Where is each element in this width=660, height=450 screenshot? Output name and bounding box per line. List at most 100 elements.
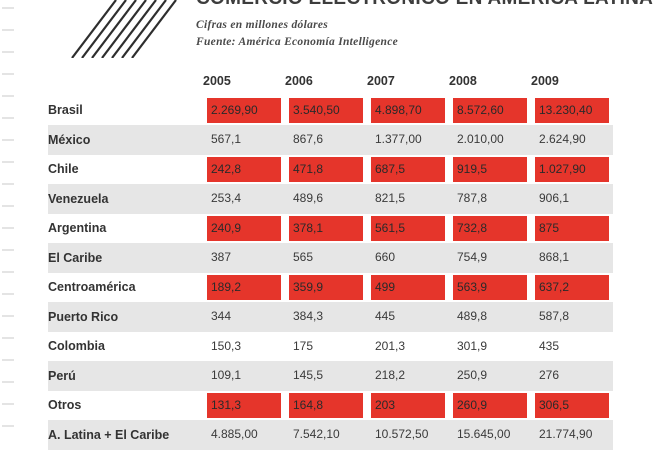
table-body: Brasil 2.269,90 3.540,50 4.898,70 8.572,60 13… (48, 96, 613, 450)
value-cell-container: 203 (367, 391, 449, 421)
value-cell: 250,9 (457, 368, 488, 383)
source-note: Fuente: América Economía Intelligence (196, 36, 399, 48)
value-cell: 3.540,50 (289, 97, 363, 123)
value-cell: 2.269,90 (207, 97, 281, 123)
value-cell-container: 175 (285, 332, 367, 362)
value-cell-container: 563,9 (449, 273, 531, 303)
value-cell: 499 (371, 274, 445, 300)
value-cell-container: 145,5 (285, 361, 367, 391)
value-cell-container: 242,8 (203, 155, 285, 185)
value-cell-container: 687,5 (367, 155, 449, 185)
value-cell: 754,9 (457, 250, 488, 265)
value-cell: 7.542,10 (293, 427, 340, 442)
value-cell-container: 637,2 (531, 273, 613, 303)
value-cell: 637,2 (535, 274, 609, 300)
value-cell-container: 7.542,10 (285, 420, 367, 450)
row-label: Argentina (48, 221, 107, 236)
value-cell-container: 150,3 (203, 332, 285, 362)
table-row: Chile 242,8 471,8 687,5 919,5 1.027,90 (48, 155, 613, 185)
value-cell: 13.230,40 (535, 97, 609, 123)
row-label: El Caribe (48, 243, 203, 273)
value-cell-container: 189,2 (203, 273, 285, 303)
row-label: Puerto Rico (48, 302, 203, 332)
value-cell-container: 868,1 (531, 243, 613, 273)
value-cell: 868,1 (539, 250, 570, 265)
row-label: Brasil (48, 103, 83, 118)
value-cell: 109,1 (211, 368, 242, 383)
value-cell: 378,1 (289, 215, 363, 241)
value-cell: 867,6 (293, 132, 324, 147)
column-header: 2009 (531, 73, 559, 88)
value-cell: 2.010,00 (457, 132, 504, 147)
ecommerce-table: 2005 2006 2007 2008 2009 Brasil 2.269,90 3… (48, 66, 613, 450)
value-cell-container: 499 (367, 273, 449, 303)
value-cell: 306,5 (535, 392, 609, 418)
value-cell: 489,8 (457, 309, 488, 324)
column-header: 2008 (449, 73, 477, 88)
value-cell-container: 561,5 (367, 214, 449, 244)
value-cell: 563,9 (453, 274, 527, 300)
value-cell-container: 445 (367, 302, 449, 332)
value-cell-container: 359,9 (285, 273, 367, 303)
value-cell-container: 201,3 (367, 332, 449, 362)
row-label: Centroamérica (48, 280, 136, 295)
table-row: Argentina 240,9 378,1 561,5 732,8 875 (48, 214, 613, 244)
value-cell: 821,5 (375, 191, 406, 206)
value-cell-container: 384,3 (285, 302, 367, 332)
value-cell-container: 164,8 (285, 391, 367, 421)
table-row: Brasil 2.269,90 3.540,50 4.898,70 8.572,60 13… (48, 96, 613, 126)
table-row: Colombia 150,3 175 201,3 301,9 435 (48, 332, 613, 362)
value-cell-container: 253,4 (203, 184, 285, 214)
value-cell: 344 (211, 309, 232, 324)
value-cell-container: 919,5 (449, 155, 531, 185)
table-row: México 567,1 867,6 1.377,00 2.010,00 2.624,90 (48, 125, 613, 155)
value-cell: 150,3 (211, 338, 242, 353)
value-cell: 201,3 (375, 338, 406, 353)
value-cell-container: 435 (531, 332, 613, 362)
value-cell-container: 387 (203, 243, 285, 273)
row-label: Colombia (48, 339, 105, 354)
value-cell: 687,5 (371, 156, 445, 182)
value-cell-container: 344 (203, 302, 285, 332)
value-cell: 1.377,00 (375, 132, 422, 147)
row-label: Perú (48, 361, 203, 391)
value-cell: 359,9 (289, 274, 363, 300)
value-cell-container: 489,6 (285, 184, 367, 214)
value-cell: 919,5 (453, 156, 527, 182)
value-cell: 145,5 (293, 368, 324, 383)
table-row: Otros 131,3 164,8 203 260,9 306,5 (48, 391, 613, 421)
value-cell-container: 489,8 (449, 302, 531, 332)
value-cell-container: 10.572,50 (367, 420, 449, 450)
value-cell-container: 131,3 (203, 391, 285, 421)
value-cell: 203 (371, 392, 445, 418)
value-cell-container: 218,2 (367, 361, 449, 391)
column-header: 2005 (203, 73, 231, 88)
value-cell: 1.027,90 (535, 156, 609, 182)
row-label: México (48, 125, 203, 155)
value-cell: 565 (293, 250, 314, 265)
row-label: Venezuela (48, 184, 203, 214)
value-cell-container: 13.230,40 (531, 96, 613, 126)
value-cell: 587,8 (539, 309, 570, 324)
value-cell-container: 754,9 (449, 243, 531, 273)
value-cell: 253,4 (211, 191, 242, 206)
table-row: Puerto Rico 344 384,3 445 489,8 587,8 (48, 302, 613, 332)
decorative-hatch-graphic (71, 0, 177, 58)
chart-title: COMERCIO ELECTRÓNICO EN AMÉRICA LATINA (196, 0, 653, 10)
table-row: Centroamérica 189,2 359,9 499 563,9 637,2 (48, 273, 613, 303)
value-cell-container: 306,5 (531, 391, 613, 421)
year-header-row: 2005 2006 2007 2008 2009 (48, 66, 613, 96)
value-cell-container: 821,5 (367, 184, 449, 214)
value-cell: 164,8 (289, 392, 363, 418)
value-cell-container: 2.624,90 (531, 125, 613, 155)
value-cell-container: 732,8 (449, 214, 531, 244)
value-cell-container: 4.898,70 (367, 96, 449, 126)
value-cell: 732,8 (453, 215, 527, 241)
value-cell: 445 (375, 309, 396, 324)
value-cell-container: 378,1 (285, 214, 367, 244)
value-cell-container: 565 (285, 243, 367, 273)
value-cell: 242,8 (207, 156, 281, 182)
value-cell: 787,8 (457, 191, 488, 206)
value-cell: 131,3 (207, 392, 281, 418)
value-cell-container: 250,9 (449, 361, 531, 391)
